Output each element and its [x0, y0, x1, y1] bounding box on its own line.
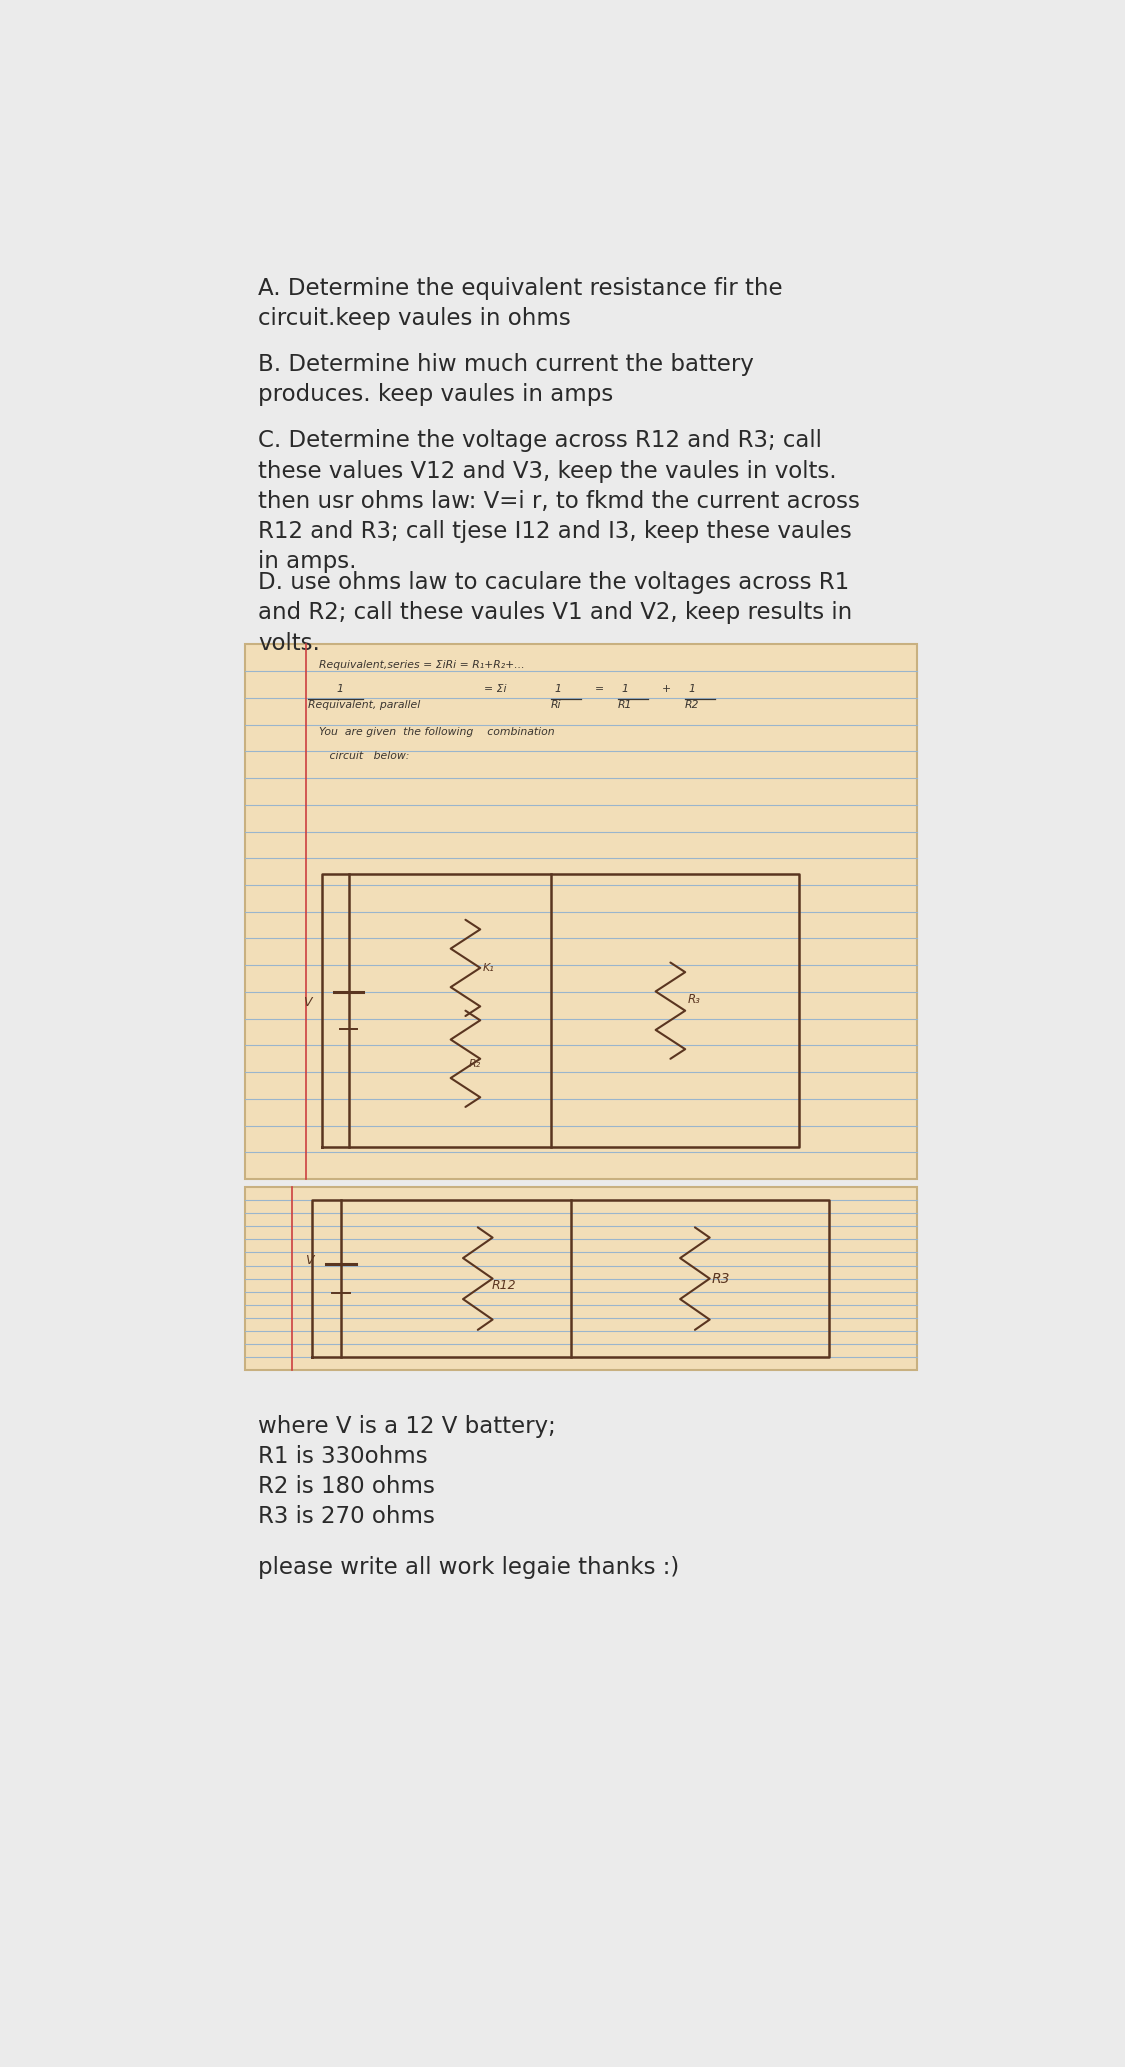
Text: R12: R12 — [492, 1279, 516, 1292]
Text: C. Determine the voltage across R12 and R3; call
these values V12 and V3, keep t: C. Determine the voltage across R12 and … — [259, 430, 861, 573]
Text: please write all work legaie thanks :): please write all work legaie thanks :) — [259, 1556, 680, 1579]
Text: R1: R1 — [618, 701, 632, 711]
Text: R3: R3 — [712, 1271, 730, 1286]
Text: R2: R2 — [685, 701, 700, 711]
Text: Requivalent, parallel: Requivalent, parallel — [308, 701, 421, 711]
Text: Ri: Ri — [551, 701, 561, 711]
Text: V: V — [304, 996, 312, 1009]
Text: where V is a 12 V battery;
R1 is 330ohms
R2 is 180 ohms
R3 is 270 ohms: where V is a 12 V battery; R1 is 330ohms… — [259, 1414, 556, 1528]
Text: R₂: R₂ — [469, 1058, 482, 1069]
Text: 1: 1 — [688, 684, 695, 695]
Text: You  are given  the following    combination: You are given the following combination — [319, 728, 555, 738]
Text: Requivalent,series = ΣiRi = R₁+R₂+...: Requivalent,series = ΣiRi = R₁+R₂+... — [319, 659, 525, 670]
Text: B. Determine hiw much current the battery
produces. keep vaules in amps: B. Determine hiw much current the batter… — [259, 353, 754, 407]
FancyBboxPatch shape — [245, 1186, 917, 1370]
Text: 1: 1 — [555, 684, 561, 695]
Text: A. Determine the equivalent resistance fir the
circuit.keep vaules in ohms: A. Determine the equivalent resistance f… — [259, 277, 783, 331]
Text: R₃: R₃ — [687, 994, 700, 1007]
Text: = Σi: = Σi — [484, 684, 506, 695]
Text: V: V — [306, 1255, 314, 1267]
Text: +: + — [662, 684, 670, 695]
FancyBboxPatch shape — [245, 645, 917, 1178]
Text: K₁: K₁ — [483, 963, 494, 974]
Text: D. use ohms law to caculare the voltages across R1
and R2; call these vaules V1 : D. use ohms law to caculare the voltages… — [259, 570, 853, 655]
Text: 1: 1 — [621, 684, 628, 695]
Text: circuit   below:: circuit below: — [319, 750, 409, 761]
Text: =: = — [594, 684, 603, 695]
Text: 1: 1 — [309, 684, 344, 695]
